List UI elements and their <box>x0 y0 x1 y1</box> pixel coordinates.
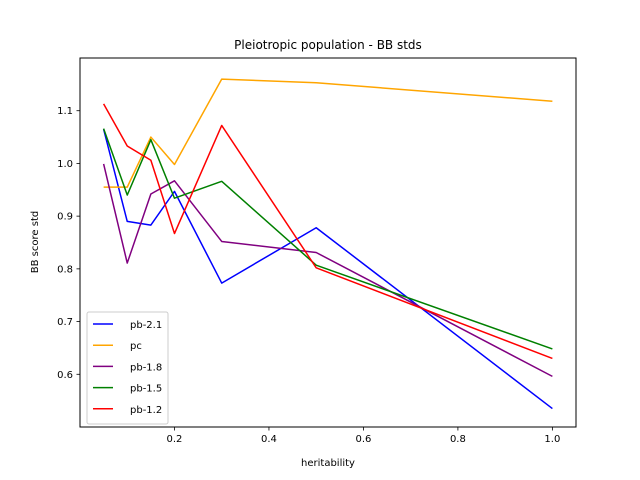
series-line-pb-2.1 <box>102 128 553 410</box>
y-tick-label: 0.6 <box>57 370 73 381</box>
chart-title: Pleiotropic population - BB stds <box>234 38 422 52</box>
plot-lines <box>102 78 553 410</box>
x-tick-label: 0.6 <box>355 434 371 445</box>
legend-label-pb-2.1: pb-2.1 <box>130 320 162 331</box>
legend-label-pb-1.8: pb-1.8 <box>130 362 162 373</box>
legend-box <box>86 311 169 425</box>
series-line-pb-1.2 <box>102 103 553 360</box>
series-line-pb-1.5 <box>102 128 553 350</box>
x-axis-label: heritability <box>301 458 355 469</box>
y-axis-label: BB score std <box>30 211 41 273</box>
y-axis: 0.6 0.7 0.8 0.9 1.0 1.1 <box>57 106 80 381</box>
y-tick-label: 0.8 <box>57 264 73 275</box>
series-line-pc <box>103 78 553 188</box>
y-tick-label: 0.9 <box>57 212 73 223</box>
y-tick-label: 1.0 <box>57 159 73 170</box>
x-tick-label: 1.0 <box>544 434 560 445</box>
legend-label-pb-1.5: pb-1.5 <box>130 384 162 395</box>
series-line-pb-1.8 <box>102 163 553 378</box>
legend-label-pb-1.2: pb-1.2 <box>130 405 162 416</box>
y-tick-label: 1.1 <box>57 106 73 117</box>
x-tick-label: 0.4 <box>261 434 277 445</box>
x-axis: 0.2 0.4 0.6 0.8 1.0 <box>167 427 560 445</box>
y-tick-label: 0.7 <box>57 317 73 328</box>
legend: pb-2.1 pc pb-1.8 pb-1.5 pb-1.2 <box>86 311 169 425</box>
x-tick-label: 0.8 <box>450 434 466 445</box>
x-tick-label: 0.2 <box>167 434 183 445</box>
legend-label-pc: pc <box>130 341 142 352</box>
plot-frame <box>79 57 577 428</box>
